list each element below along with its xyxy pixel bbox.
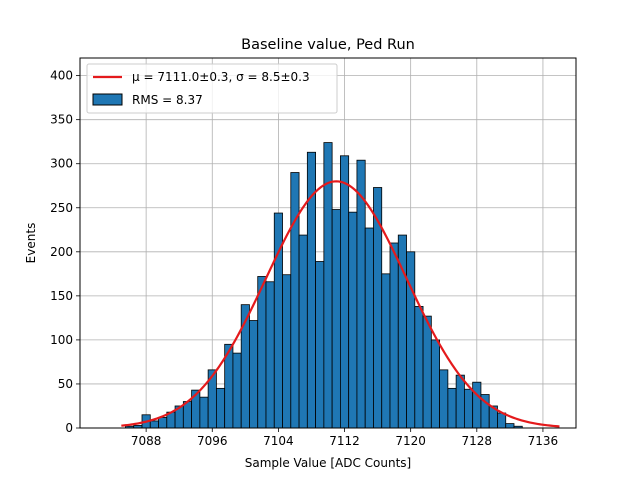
histogram-bar xyxy=(149,420,159,429)
legend-histogram-label: RMS = 8.37 xyxy=(132,93,203,107)
x-tick-label: 7112 xyxy=(329,434,360,448)
histogram-bar xyxy=(348,211,358,429)
histogram-bar xyxy=(331,209,341,429)
histogram-bar xyxy=(282,274,292,429)
histogram-bars xyxy=(125,142,523,429)
fit-curve-path xyxy=(121,180,560,428)
histogram-bar xyxy=(406,251,416,429)
x-tick-label: 7104 xyxy=(263,434,294,448)
histogram-bar xyxy=(199,396,209,429)
x-tick-label: 7120 xyxy=(395,434,426,448)
x-axis-label: Sample Value [ADC Counts] xyxy=(245,456,411,470)
histogram-bar xyxy=(249,320,259,429)
legend: μ = 7111.0±0.3, σ = 8.5±0.3 RMS = 8.37 xyxy=(86,63,338,114)
histogram-bar xyxy=(505,423,515,429)
histogram-bar xyxy=(298,234,308,429)
histogram-bar xyxy=(232,352,242,429)
histogram-bar xyxy=(265,281,275,429)
x-tick-label: 7136 xyxy=(528,434,559,448)
histogram-bar xyxy=(215,387,226,429)
y-tick-label: 350 xyxy=(50,113,73,127)
y-axis-ticks: 0 50 100 150 200 250 300 350 400 xyxy=(50,69,80,435)
x-tick-label: 7096 xyxy=(197,434,228,448)
legend-histogram-swatch xyxy=(92,93,123,106)
histogram-bar xyxy=(339,155,350,429)
histogram-bar xyxy=(364,227,374,429)
histogram-bar xyxy=(158,417,168,429)
plot-area-frame xyxy=(79,57,577,429)
histogram-bar xyxy=(381,273,391,429)
histogram-bar xyxy=(182,401,192,429)
histogram-bar xyxy=(472,381,482,429)
histogram-bar xyxy=(447,387,457,429)
histogram-bar xyxy=(290,172,300,429)
histogram-bar xyxy=(257,276,267,429)
y-tick-label: 0 xyxy=(65,421,73,435)
y-tick-label: 300 xyxy=(50,157,73,171)
legend-box xyxy=(86,63,338,114)
histogram-bar xyxy=(463,388,474,429)
x-tick-label: 7088 xyxy=(131,434,162,448)
x-axis-ticks: 7088 7096 7104 7112 7120 7128 7136 xyxy=(131,428,558,448)
x-tick-label: 7128 xyxy=(462,434,493,448)
y-tick-label: 150 xyxy=(50,289,73,303)
y-tick-label: 400 xyxy=(50,69,73,83)
histogram-bar xyxy=(414,306,424,429)
y-tick-label: 200 xyxy=(50,245,73,259)
histogram-bar xyxy=(430,339,441,429)
y-tick-label: 100 xyxy=(50,333,73,347)
histogram-bar xyxy=(389,242,399,429)
histogram-bar xyxy=(315,261,325,429)
y-axis-label: Events xyxy=(24,223,38,264)
histogram-bar xyxy=(439,369,449,429)
histogram-bar xyxy=(497,412,507,429)
legend-fit-label: μ = 7111.0±0.3, σ = 8.5±0.3 xyxy=(132,70,310,84)
histogram-bar xyxy=(422,315,432,429)
gaussian-fit-curve xyxy=(121,180,560,428)
histogram-bar xyxy=(455,374,465,429)
y-tick-label: 50 xyxy=(58,377,73,391)
chart-title: Baseline value, Ped Run xyxy=(241,37,415,53)
y-tick-label: 250 xyxy=(50,201,73,215)
